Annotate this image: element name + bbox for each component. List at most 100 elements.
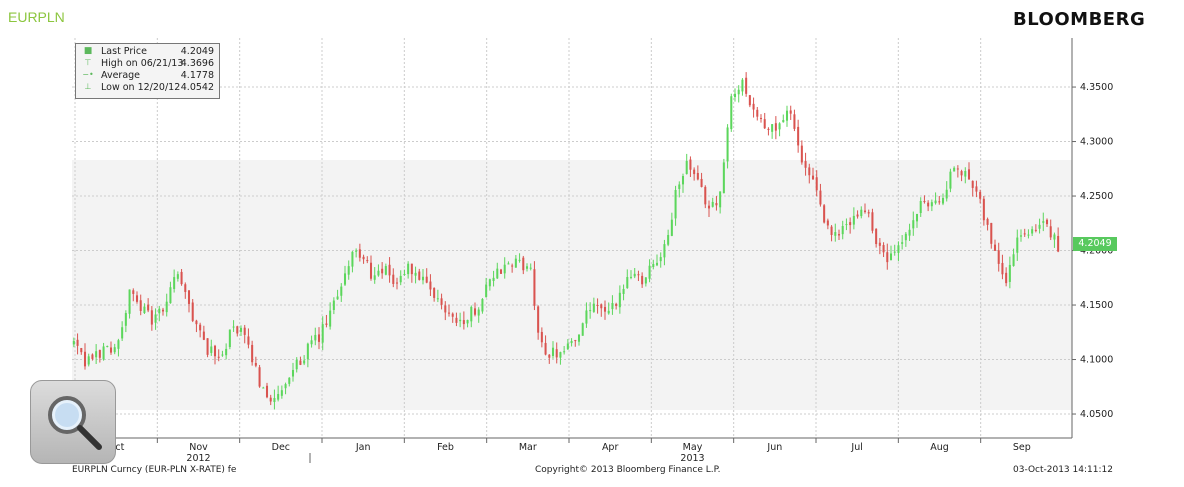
candle-body bbox=[889, 253, 893, 261]
candle-body bbox=[1016, 237, 1019, 253]
candle-body bbox=[410, 263, 413, 275]
candle-body bbox=[139, 300, 142, 311]
candle-body bbox=[109, 347, 113, 353]
y-tick-label: 4.1500 bbox=[1080, 300, 1113, 311]
candle-body bbox=[80, 348, 83, 353]
candle-body bbox=[804, 161, 807, 168]
candle-body bbox=[329, 310, 332, 327]
y-tick-label: 4.3000 bbox=[1080, 137, 1113, 148]
last-price-tag: 4.2049 bbox=[1073, 237, 1117, 251]
candle-body bbox=[202, 331, 205, 340]
candle-body bbox=[1034, 229, 1037, 231]
candle-body bbox=[852, 215, 855, 225]
candle-body bbox=[343, 273, 347, 285]
candle-body bbox=[774, 123, 777, 131]
candle-body bbox=[507, 263, 510, 265]
candle-body bbox=[369, 262, 373, 279]
candle-body bbox=[102, 346, 105, 360]
candle-body bbox=[511, 265, 514, 267]
candle-body bbox=[663, 244, 666, 258]
candle-body bbox=[577, 334, 581, 342]
candle-body bbox=[529, 267, 532, 269]
candle-body bbox=[1019, 235, 1023, 237]
candle-body bbox=[488, 279, 491, 287]
candle-body bbox=[741, 79, 744, 92]
candle-body bbox=[533, 269, 536, 306]
candle-body bbox=[247, 336, 250, 345]
candle-body bbox=[377, 270, 380, 276]
candle-body bbox=[492, 277, 495, 281]
candle-body bbox=[886, 252, 889, 263]
candle-body bbox=[618, 292, 621, 308]
candle-body bbox=[169, 287, 172, 304]
candle-body bbox=[797, 126, 800, 146]
candle-body bbox=[923, 201, 926, 203]
candle-body bbox=[228, 329, 231, 348]
candle-body bbox=[384, 266, 387, 275]
legend-value: 4.0542 bbox=[180, 82, 214, 93]
plot-band bbox=[72, 160, 1072, 410]
candle-body bbox=[678, 184, 681, 189]
candle-body bbox=[481, 299, 484, 312]
legend-row: ⊤ High on 06/21/13 4.3696 bbox=[76, 58, 219, 70]
candle-body bbox=[934, 200, 937, 204]
candle-body bbox=[1001, 262, 1004, 275]
candle-body bbox=[206, 338, 209, 355]
candle-body bbox=[336, 296, 339, 300]
candle-body bbox=[314, 334, 317, 341]
candle-body bbox=[629, 276, 633, 278]
y-axis-ticks: 4.0500 4.1000 4.1500 4.2000 4.2500 4.3000 4.35… bbox=[1072, 82, 1113, 420]
candle-body bbox=[670, 219, 673, 236]
zoom-button[interactable] bbox=[30, 380, 116, 464]
candle-body bbox=[674, 189, 677, 219]
candle-body bbox=[317, 334, 321, 342]
legend-row: ⊥ Low on 12/20/12 4.0542 bbox=[76, 82, 219, 94]
candle-body bbox=[548, 354, 551, 358]
candle-body bbox=[559, 352, 562, 358]
candle-body bbox=[355, 250, 358, 252]
candle-body bbox=[258, 367, 261, 387]
grid-lines bbox=[72, 38, 1072, 438]
candle-body bbox=[964, 171, 967, 177]
candle-body bbox=[392, 274, 395, 284]
candle-body bbox=[477, 309, 480, 316]
candle-body bbox=[195, 320, 198, 325]
candle-body bbox=[737, 89, 740, 95]
candle-body bbox=[303, 360, 306, 364]
candle-body bbox=[358, 249, 361, 258]
candle-body bbox=[808, 167, 811, 176]
candle-body bbox=[280, 390, 283, 396]
candle-body bbox=[239, 327, 243, 332]
candle-body bbox=[745, 77, 748, 94]
candle-body bbox=[451, 313, 454, 317]
candle-body bbox=[124, 313, 127, 326]
x-tick-label: Nov bbox=[189, 442, 208, 453]
candle-body bbox=[785, 110, 789, 121]
candle-body bbox=[470, 306, 473, 322]
candle-body bbox=[826, 220, 829, 226]
candle-body bbox=[351, 251, 354, 267]
x-tick-label: Sep bbox=[1013, 442, 1031, 453]
candle-body bbox=[659, 257, 662, 262]
candle-body bbox=[681, 176, 685, 185]
candle-body bbox=[626, 277, 629, 289]
candle-body bbox=[221, 354, 224, 356]
candle-body bbox=[685, 160, 688, 174]
candle-body bbox=[930, 202, 933, 207]
legend-label: High on 06/21/13 bbox=[101, 58, 184, 69]
candle-body bbox=[600, 304, 603, 309]
candle-body bbox=[113, 347, 116, 353]
candle-body bbox=[997, 250, 1000, 264]
candle-body bbox=[147, 304, 150, 311]
candle-body bbox=[176, 274, 179, 279]
candle-body bbox=[592, 303, 595, 312]
candle-body bbox=[993, 244, 997, 251]
candle-body bbox=[752, 103, 755, 110]
candle-body bbox=[563, 351, 566, 353]
candle-body bbox=[696, 172, 699, 180]
candle-body bbox=[180, 271, 183, 285]
candle-body bbox=[150, 310, 153, 325]
candle-body bbox=[514, 258, 517, 268]
candle-body bbox=[845, 224, 848, 226]
